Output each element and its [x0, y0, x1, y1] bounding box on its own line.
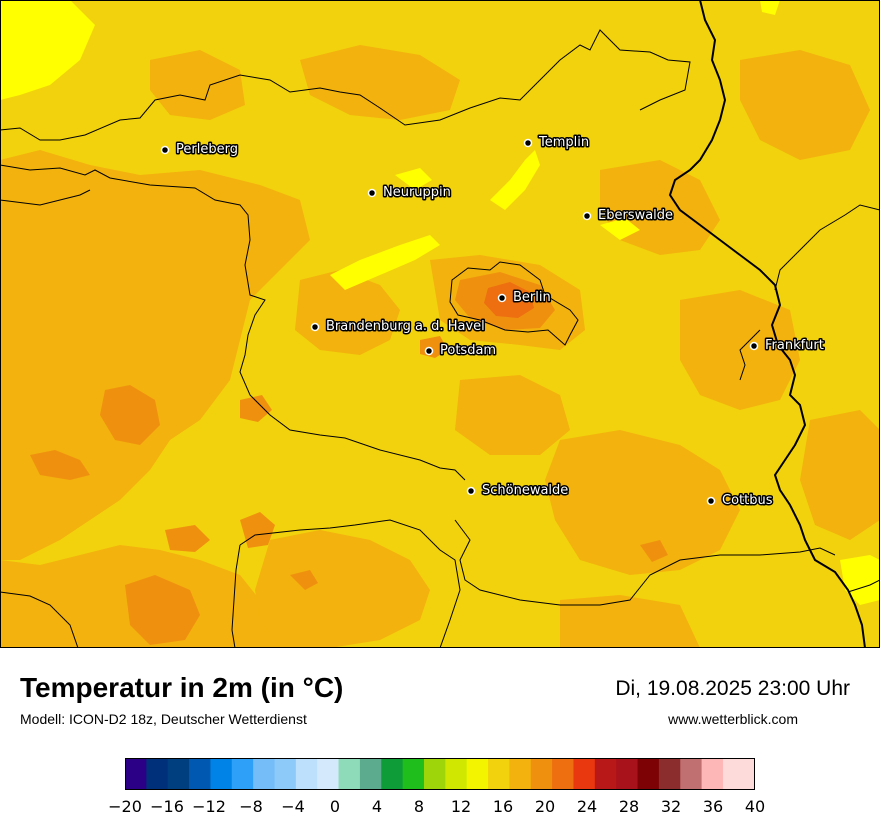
legend-swatch	[167, 758, 190, 790]
legend-border	[125, 758, 755, 790]
city-label: Neuruppin	[383, 185, 451, 200]
legend-tick-label: −20	[108, 797, 142, 816]
city-perleberg[interactable]: Perleberg	[160, 141, 239, 159]
city-label: Templin	[538, 135, 589, 150]
legend-tick-label: 28	[619, 797, 639, 816]
legend-swatch	[616, 758, 639, 790]
city-label: Eberswalde	[598, 208, 673, 223]
legend-tick-label: 40	[745, 797, 765, 816]
city-neuruppin[interactable]: Neuruppin	[367, 184, 452, 202]
color-legend-bar	[125, 758, 755, 790]
cities: Perleberg Templin Neuruppin Eberswalde B…	[160, 134, 825, 510]
legend-tick-label: 16	[493, 797, 513, 816]
legend-swatch	[637, 758, 660, 790]
legend-swatch	[552, 758, 574, 790]
legend-tick-label: −16	[150, 797, 184, 816]
legend-swatch	[594, 758, 617, 790]
city-eberswalde[interactable]: Eberswalde	[582, 207, 675, 225]
city-marker	[367, 188, 377, 198]
legend-swatch	[402, 758, 425, 790]
city-marker	[706, 496, 716, 506]
temperature-map[interactable]: Perleberg Templin Neuruppin Eberswalde B…	[0, 0, 880, 648]
legend-swatch	[445, 758, 468, 790]
legend-tick-label: 36	[703, 797, 723, 816]
city-berlin[interactable]: Berlin	[497, 289, 552, 307]
legend-swatch	[466, 758, 489, 790]
city-marker	[523, 138, 533, 148]
legend-swatch	[338, 758, 361, 790]
city-marker	[160, 145, 170, 155]
legend-tick-label: 0	[330, 797, 340, 816]
city-frankfurt[interactable]: Frankfurt	[749, 337, 825, 355]
forecast-datetime: Di, 19.08.2025 23:00 Uhr	[615, 677, 850, 700]
legend-swatch	[680, 758, 703, 790]
legend-swatch	[146, 758, 169, 790]
legend-swatch	[317, 758, 340, 790]
legend-tick-label: 4	[372, 797, 382, 816]
legend-swatch	[658, 758, 681, 790]
hot-regions	[484, 282, 534, 318]
model-info: Modell: ICON-D2 18z, Deutscher Wetterdie…	[20, 711, 307, 727]
city-marker	[582, 211, 592, 221]
city-label: Frankfurt	[765, 338, 824, 353]
legend-swatch	[210, 758, 233, 790]
legend-swatch	[530, 758, 553, 790]
legend-swatch	[359, 758, 382, 790]
city-marker	[466, 486, 476, 496]
legend-swatch	[423, 758, 446, 790]
city-label: Perleberg	[176, 142, 238, 157]
city-marker	[310, 322, 320, 332]
legend-tick-label: 8	[414, 797, 424, 816]
legend-tick-label: −4	[281, 797, 305, 816]
city-potsdam[interactable]: Potsdam	[424, 342, 498, 360]
legend-swatch	[274, 758, 297, 790]
legend-tick-label: 24	[577, 797, 597, 816]
website-link[interactable]: www.wetterblick.com	[668, 711, 798, 727]
legend-swatch	[573, 758, 596, 790]
city-label: Potsdam	[440, 343, 496, 358]
city-cottbus[interactable]: Cottbus	[706, 492, 774, 510]
map-title: Temperatur in 2m (in °C)	[20, 672, 344, 703]
legend-swatch	[189, 758, 211, 790]
legend-tick-label: 12	[451, 797, 471, 816]
city-label: Cottbus	[722, 493, 773, 508]
city-templin[interactable]: Templin	[523, 134, 591, 152]
city-label: Brandenburg a. d. Havel	[326, 319, 485, 334]
city-marker	[424, 346, 434, 356]
legend-swatch	[722, 758, 755, 790]
legend-swatch	[125, 758, 147, 790]
legend-tick-label: −8	[239, 797, 263, 816]
warm-regions	[0, 45, 880, 648]
city-label: Berlin	[513, 290, 551, 305]
legend-swatch	[295, 758, 318, 790]
legend-tick-label: 20	[535, 797, 555, 816]
boundaries	[0, 29, 880, 648]
city-brandenburg[interactable]: Brandenburg a. d. Havel	[310, 318, 486, 336]
national-border	[668, 0, 866, 648]
legend-swatch	[488, 758, 510, 790]
legend-swatch	[381, 758, 404, 790]
city-schoenewalde[interactable]: Schönewalde	[466, 482, 570, 500]
legend-swatch	[509, 758, 532, 790]
legend-tick-label: −12	[192, 797, 226, 816]
legend-swatch	[701, 758, 724, 790]
color-legend-ticks: −20 −16 −12 −8 −4 0 4 8 12 16 20 24 28 32 36 40	[108, 797, 765, 816]
legend-tick-label: 32	[661, 797, 681, 816]
city-marker	[497, 293, 507, 303]
legend-swatch	[231, 758, 254, 790]
city-marker	[749, 341, 759, 351]
city-label: Schönewalde	[482, 483, 568, 498]
legend-swatch	[253, 758, 275, 790]
